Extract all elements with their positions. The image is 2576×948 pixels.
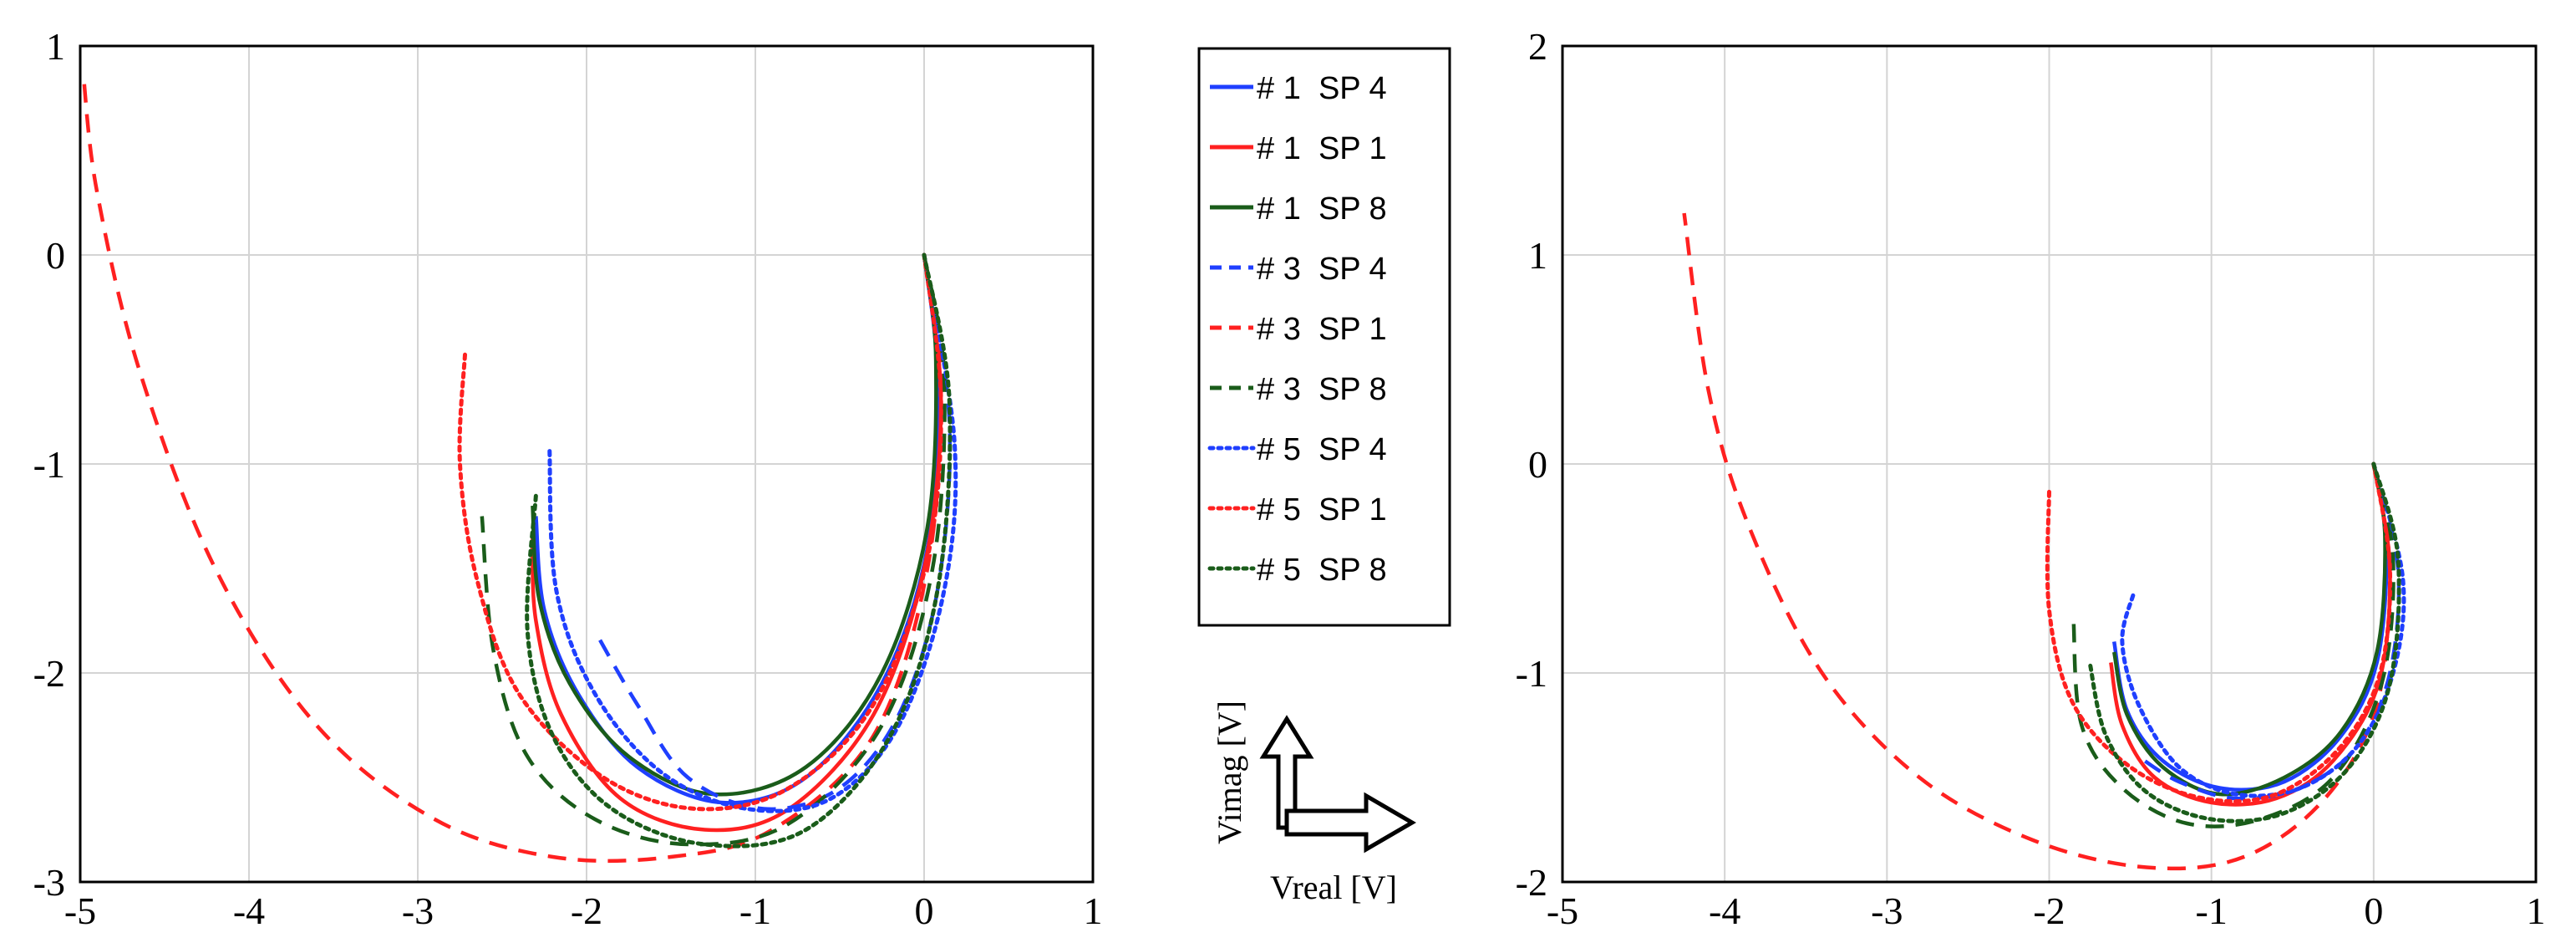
- x-tick-label: -4: [1709, 889, 1740, 932]
- legend-label: # 3 SP 4: [1257, 252, 1387, 287]
- x-tick-label: -1: [2196, 889, 2228, 932]
- y-tick-label: 1: [46, 25, 65, 68]
- series-line-5: [1682, 212, 2392, 871]
- right-arrow-icon: [1284, 792, 1416, 854]
- vimag-label: Vimag [V]: [1211, 701, 1248, 844]
- x-tick-label: -3: [1871, 889, 1903, 932]
- series-group: [81, 77, 958, 864]
- y-tick-label: -2: [1516, 861, 1547, 904]
- x-tick-label: -5: [1547, 889, 1578, 932]
- x-tick-label: -3: [402, 889, 434, 932]
- series-group: [1682, 212, 2406, 871]
- legend-frame: [1197, 47, 1451, 627]
- series-line-8: [457, 252, 943, 812]
- series-line-4: [2137, 463, 2401, 801]
- legend-label: # 1 SP 1: [1257, 131, 1387, 166]
- y-tick-label: 1: [1528, 234, 1547, 277]
- legend-label: # 1 SP 8: [1257, 191, 1387, 227]
- y-tick-label: -2: [33, 652, 65, 695]
- y-tick-label: 0: [1528, 443, 1547, 486]
- x-tick-label: -5: [64, 889, 96, 932]
- series-line-7: [547, 252, 958, 813]
- x-tick-label: 1: [1084, 889, 1103, 932]
- y-tick-label: 0: [46, 234, 65, 277]
- x-tick-label: -1: [739, 889, 771, 932]
- plot-frame: [79, 44, 1095, 884]
- x-tick-label: -4: [233, 889, 265, 932]
- axes-indicator: Vimag [V] Vreal [V]: [1211, 701, 1416, 906]
- series-line-8: [2045, 461, 2393, 804]
- series-line-6: [480, 254, 947, 847]
- series-line-7: [2120, 461, 2406, 798]
- x-tick-label: -2: [2033, 889, 2065, 932]
- legend-label: # 5 SP 4: [1257, 432, 1387, 467]
- x-tick-label: 0: [2364, 889, 2383, 932]
- plot-frame: [1561, 44, 2538, 884]
- series-line-3: [531, 254, 938, 797]
- x-tick-label: -2: [571, 889, 602, 932]
- series-line-5: [81, 77, 943, 864]
- vreal-label: Vreal [V]: [1270, 869, 1397, 906]
- x-tick-label: 1: [2527, 889, 2546, 932]
- legend: # 1 SP 4 # 1 SP 1 # 1 SP 8 # 3 SP 4 # 3 SP 1…: [1197, 47, 1451, 627]
- series-line-4: [593, 254, 953, 812]
- y-tick-label: 2: [1528, 25, 1547, 68]
- legend-label: # 3 SP 8: [1257, 372, 1387, 407]
- series-line-3: [2111, 463, 2387, 797]
- y-tick-label: -3: [33, 861, 65, 904]
- legend-label: # 5 SP 1: [1257, 492, 1387, 528]
- series-line-9: [525, 252, 953, 849]
- legend-label: # 3 SP 1: [1257, 312, 1387, 347]
- y-tick-label: -1: [33, 443, 65, 486]
- y-tick-label: -1: [1516, 652, 1547, 695]
- series-line-6: [2071, 463, 2396, 828]
- series-line-9: [2087, 461, 2401, 823]
- chart-left: -5 -4 -3 -2 -1 0 1 -3 -2 -1 0 1: [33, 25, 1103, 932]
- chart-right: -5 -4 -3 -2 -1 0 1 -2 -1 0 1 2: [1516, 25, 2546, 932]
- x-tick-label: 0: [915, 889, 934, 932]
- legend-label: # 1 SP 4: [1257, 71, 1387, 106]
- legend-label: # 5 SP 8: [1257, 553, 1387, 588]
